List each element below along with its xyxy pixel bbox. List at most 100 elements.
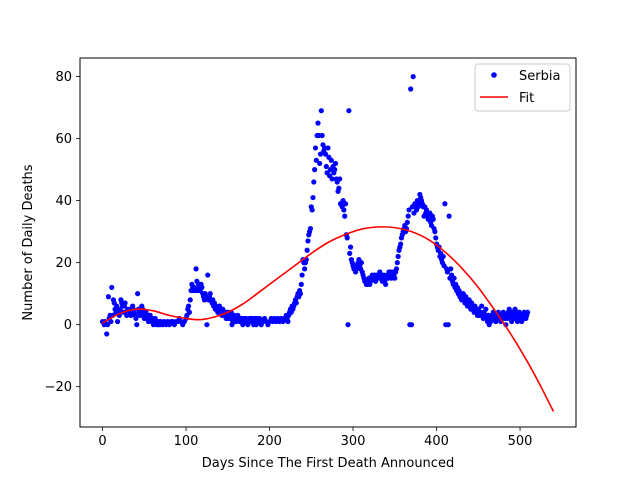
data-point <box>317 151 324 157</box>
data-point <box>193 266 199 272</box>
data-point <box>483 306 489 312</box>
data-point <box>395 253 401 260</box>
data-point <box>298 281 304 287</box>
y-tick-label: 60 <box>55 132 72 147</box>
data-point <box>423 207 430 213</box>
data-point <box>448 266 454 272</box>
y-tick-label: −20 <box>45 380 72 395</box>
y-tick-label: 0 <box>64 318 72 333</box>
x-tick-label: 300 <box>341 434 366 449</box>
data-point <box>398 241 404 247</box>
data-point <box>122 300 128 306</box>
legend-label-serbia: Serbia <box>519 69 560 84</box>
data-point <box>318 108 324 114</box>
data-point <box>336 185 342 191</box>
data-point <box>312 167 318 173</box>
data-point <box>293 300 299 306</box>
data-point <box>329 176 335 182</box>
data-point <box>299 272 305 278</box>
axis-ticks: 0 100 200 300 400 500 −20 0 20 40 60 80 <box>45 70 533 449</box>
data-point <box>342 213 348 219</box>
x-tick-label: 100 <box>174 434 199 449</box>
data-point <box>383 281 389 287</box>
data-point <box>479 303 485 309</box>
data-point <box>346 108 352 114</box>
data-point <box>311 179 317 185</box>
data-point <box>430 216 436 222</box>
data-point <box>325 145 331 151</box>
data-point <box>332 167 338 173</box>
data-point <box>323 163 329 170</box>
legend: Serbia Fit <box>474 63 571 112</box>
data-point <box>207 291 213 297</box>
data-point <box>309 207 315 213</box>
data-point <box>315 120 321 126</box>
data-point <box>442 201 448 207</box>
data-point <box>408 322 415 328</box>
data-point <box>432 229 438 235</box>
data-point <box>444 269 451 275</box>
data-point <box>506 306 512 312</box>
data-point <box>332 160 339 167</box>
data-point <box>406 207 412 213</box>
x-tick-label: 0 <box>98 434 106 449</box>
data-point <box>345 322 351 328</box>
data-point <box>445 322 451 328</box>
data-point <box>305 238 311 244</box>
y-tick-label: 20 <box>55 256 72 271</box>
x-tick-label: 400 <box>424 434 449 449</box>
data-point <box>114 318 121 325</box>
data-point <box>199 284 205 291</box>
data-point <box>347 250 353 256</box>
data-point <box>394 260 400 266</box>
axes-frame <box>79 57 577 428</box>
data-point <box>319 132 325 139</box>
data-point <box>133 315 139 322</box>
data-point <box>135 291 141 297</box>
data-point <box>185 303 192 309</box>
data-point <box>451 275 457 281</box>
x-tick-label: 500 <box>508 434 533 449</box>
legend-label-fit: Fit <box>519 91 534 106</box>
data-point <box>302 266 308 272</box>
data-point <box>342 201 349 207</box>
data-point <box>322 151 329 157</box>
data-point <box>524 309 531 315</box>
data-point <box>358 260 364 266</box>
data-point <box>297 291 304 297</box>
data-point <box>104 322 111 328</box>
x-tick-label: 200 <box>257 434 282 449</box>
y-tick-label: 40 <box>55 194 72 209</box>
data-point <box>205 272 211 278</box>
data-point <box>440 253 446 260</box>
data-point <box>410 74 416 80</box>
y-tick-label: 80 <box>55 70 72 85</box>
data-point <box>328 157 334 163</box>
data-point <box>392 275 398 281</box>
data-point <box>114 303 120 309</box>
data-point <box>134 322 140 328</box>
x-axis-label: Days Since The First Death Announced <box>202 456 454 471</box>
data-point <box>187 297 193 303</box>
data-point <box>337 176 343 182</box>
data-point <box>204 322 210 328</box>
data-point <box>347 244 354 250</box>
data-point <box>446 213 452 219</box>
data-point <box>341 207 347 213</box>
fit-line <box>102 226 555 412</box>
data-point <box>104 331 110 337</box>
data-point <box>105 294 111 300</box>
y-axis-label: Number of Daily Deaths <box>21 164 36 320</box>
data-point <box>405 213 411 219</box>
data-point <box>307 225 314 232</box>
legend-marker-serbia <box>491 72 497 78</box>
data-point <box>310 194 316 201</box>
data-point <box>404 219 410 225</box>
data-point <box>344 235 350 241</box>
data-point <box>313 157 319 163</box>
legend-box <box>474 63 571 112</box>
data-point <box>108 318 114 325</box>
data-point <box>186 309 192 315</box>
data-point <box>317 160 323 167</box>
data-point <box>433 235 439 241</box>
